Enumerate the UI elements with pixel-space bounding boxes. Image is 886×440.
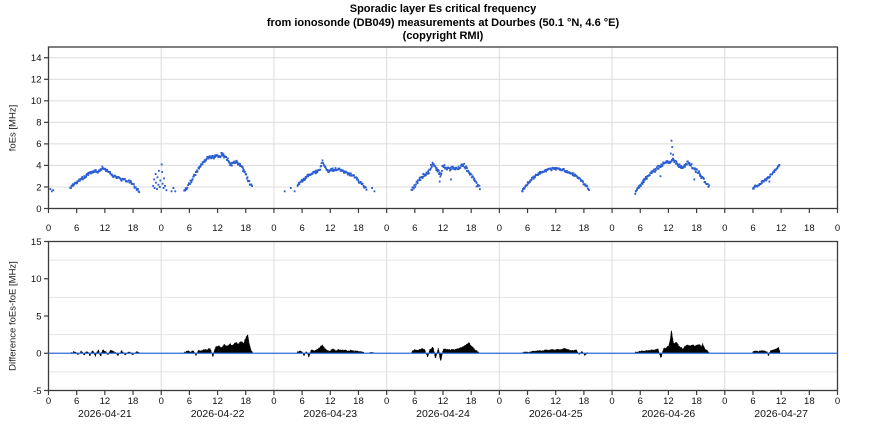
svg-text:0: 0: [384, 396, 389, 407]
svg-text:6: 6: [187, 396, 192, 407]
svg-text:12: 12: [663, 223, 674, 234]
svg-text:6: 6: [525, 396, 530, 407]
svg-text:18: 18: [240, 223, 251, 234]
svg-text:0: 0: [722, 396, 727, 407]
svg-text:18: 18: [691, 396, 702, 407]
svg-text:6: 6: [187, 223, 192, 234]
svg-text:6: 6: [74, 223, 79, 234]
svg-text:0: 0: [384, 223, 389, 234]
svg-text:6: 6: [36, 139, 41, 150]
title-line-1: Sporadic layer Es critical frequency: [349, 3, 537, 15]
svg-text:12: 12: [100, 223, 111, 234]
svg-text:0: 0: [271, 396, 276, 407]
svg-text:12: 12: [325, 223, 336, 234]
svg-text:5: 5: [36, 311, 41, 322]
svg-text:12: 12: [100, 396, 111, 407]
svg-text:18: 18: [691, 223, 702, 234]
svg-text:15: 15: [31, 237, 42, 248]
svg-text:6: 6: [412, 223, 417, 234]
svg-text:2026-04-27: 2026-04-27: [754, 408, 808, 420]
svg-text:8: 8: [36, 118, 41, 129]
chart-title: Sporadic layer Es critical frequency fro…: [0, 3, 886, 44]
svg-text:18: 18: [353, 396, 364, 407]
svg-text:18: 18: [128, 223, 139, 234]
svg-text:2026-04-25: 2026-04-25: [529, 408, 583, 420]
svg-text:0: 0: [36, 204, 41, 215]
svg-text:12: 12: [438, 396, 449, 407]
svg-text:0: 0: [46, 396, 51, 407]
svg-text:2026-04-21: 2026-04-21: [78, 408, 132, 420]
svg-text:12: 12: [776, 223, 787, 234]
svg-text:6: 6: [750, 223, 755, 234]
svg-text:12: 12: [212, 396, 223, 407]
svg-text:2026-04-24: 2026-04-24: [416, 408, 470, 420]
svg-text:6: 6: [750, 396, 755, 407]
svg-text:0: 0: [46, 223, 51, 234]
svg-text:0: 0: [609, 396, 614, 407]
svg-text:12: 12: [550, 396, 561, 407]
svg-text:6: 6: [299, 223, 304, 234]
svg-text:2026-04-26: 2026-04-26: [642, 408, 696, 420]
svg-text:6: 6: [74, 396, 79, 407]
svg-text:2026-04-22: 2026-04-22: [191, 408, 245, 420]
svg-text:12: 12: [550, 223, 561, 234]
svg-text:0: 0: [159, 396, 164, 407]
svg-text:0: 0: [835, 396, 840, 407]
svg-text:-5: -5: [33, 386, 41, 397]
svg-text:12: 12: [776, 396, 787, 407]
svg-text:0: 0: [835, 223, 840, 234]
svg-text:6: 6: [299, 396, 304, 407]
svg-text:18: 18: [579, 223, 590, 234]
svg-text:6: 6: [638, 223, 643, 234]
svg-text:18: 18: [579, 396, 590, 407]
svg-text:6: 6: [525, 223, 530, 234]
svg-text:12: 12: [212, 223, 223, 234]
svg-text:6: 6: [638, 396, 643, 407]
svg-text:12: 12: [438, 223, 449, 234]
svg-text:12: 12: [31, 75, 42, 86]
svg-text:18: 18: [804, 396, 815, 407]
svg-text:0: 0: [497, 223, 502, 234]
svg-text:4: 4: [36, 161, 41, 172]
svg-text:2026-04-23: 2026-04-23: [303, 408, 357, 420]
svg-text:10: 10: [31, 274, 42, 285]
svg-text:0: 0: [159, 223, 164, 234]
svg-text:12: 12: [325, 396, 336, 407]
svg-text:18: 18: [466, 223, 477, 234]
svg-text:18: 18: [128, 396, 139, 407]
svg-text:0: 0: [609, 223, 614, 234]
svg-text:2: 2: [36, 182, 41, 193]
title-line-2: from ionosonde (DB049) measurements at D…: [266, 16, 620, 29]
svg-text:18: 18: [240, 396, 251, 407]
svg-text:12: 12: [663, 396, 674, 407]
svg-text:18: 18: [466, 396, 477, 407]
title-line-3: (copyright RMI): [402, 30, 484, 42]
svg-text:0: 0: [722, 223, 727, 234]
svg-text:10: 10: [31, 96, 42, 107]
svg-text:18: 18: [804, 223, 815, 234]
svg-text:18: 18: [353, 223, 364, 234]
svg-text:0: 0: [36, 349, 41, 360]
svg-text:14: 14: [31, 53, 42, 64]
svg-text:0: 0: [271, 223, 276, 234]
svg-text:6: 6: [412, 396, 417, 407]
svg-text:0: 0: [497, 396, 502, 407]
